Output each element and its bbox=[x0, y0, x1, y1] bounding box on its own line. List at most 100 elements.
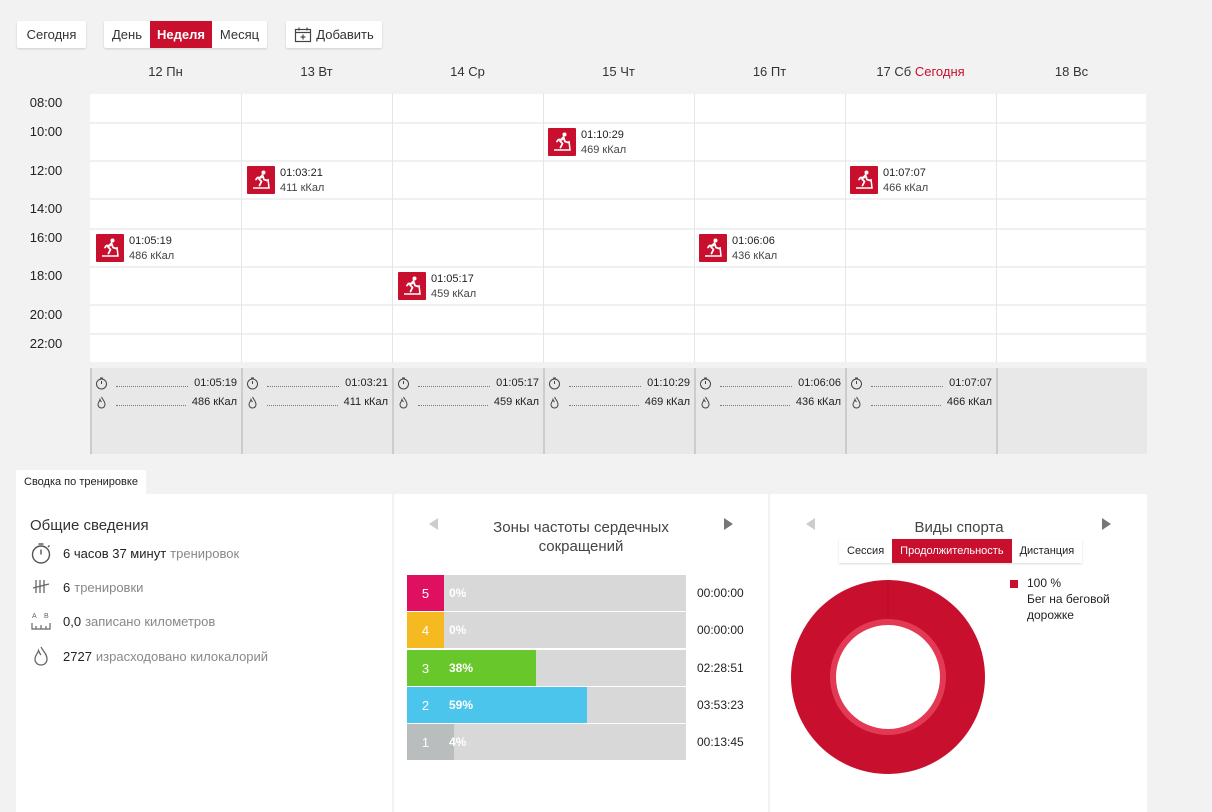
summary-kcal: 466 кКал bbox=[946, 396, 992, 408]
stopwatch-icon bbox=[397, 377, 410, 390]
event-duration: 01:10:29 bbox=[581, 129, 624, 141]
tab-workout-summary[interactable]: Сводка по тренировке bbox=[16, 470, 146, 494]
day-summary: 01:05:19 486 кКал bbox=[90, 368, 241, 454]
summary-divider bbox=[845, 368, 847, 454]
hr-zone-bar: 3 38% bbox=[407, 650, 686, 686]
hr-zones-title: Зоны частоты сердечных сокращений bbox=[493, 519, 669, 555]
flame-icon bbox=[30, 645, 52, 667]
hr-zone-fill bbox=[444, 724, 454, 760]
grid-row-line bbox=[90, 304, 1146, 306]
add-button-label: Добавить bbox=[316, 27, 374, 42]
hr-zone-bar: 1 4% bbox=[407, 724, 686, 760]
general-row: 6 тренировки bbox=[30, 576, 143, 598]
view-month-button[interactable]: Месяц bbox=[219, 27, 260, 42]
event-kcal: 436 кКал bbox=[732, 250, 778, 262]
summary-divider bbox=[392, 368, 394, 454]
treadmill-icon bbox=[699, 234, 727, 262]
hr-next-arrow-icon[interactable] bbox=[724, 518, 733, 530]
hr-zone-time: 03:53:23 bbox=[697, 698, 744, 712]
week-calendar-grid bbox=[90, 94, 1146, 362]
summary-kcal: 486 кКал bbox=[191, 396, 237, 408]
sports-legend: 100 % Бег на беговой дорожке bbox=[1010, 575, 1127, 623]
event-kcal: 411 кКал bbox=[280, 182, 325, 194]
hr-zone-fill bbox=[444, 650, 536, 686]
day-summary bbox=[996, 368, 1147, 454]
event-text: 01:10:29 469 кКал bbox=[581, 128, 626, 158]
dotted-leader bbox=[871, 398, 941, 406]
view-day-button[interactable]: День bbox=[112, 27, 142, 42]
hr-zone-number: 1 bbox=[407, 724, 444, 760]
view-week-button[interactable]: Неделя bbox=[150, 21, 212, 48]
workout-event[interactable]: 01:05:19 486 кКал bbox=[96, 234, 174, 264]
tab-duration[interactable]: Продолжительность bbox=[892, 539, 1012, 563]
stopwatch-icon bbox=[95, 377, 108, 390]
flame-icon bbox=[95, 396, 108, 409]
sports-donut-chart bbox=[791, 580, 985, 774]
day-header: 14 Ср bbox=[392, 64, 543, 82]
dotted-leader bbox=[871, 379, 944, 387]
grid-row-line bbox=[90, 122, 1146, 124]
sports-next-arrow-icon[interactable] bbox=[1102, 518, 1111, 530]
time-label: 10:00 bbox=[29, 124, 63, 139]
summary-kcal-row: 486 кКал bbox=[95, 394, 237, 410]
add-button[interactable]: Добавить bbox=[286, 21, 382, 48]
stopwatch-icon bbox=[699, 377, 712, 390]
flame-icon bbox=[397, 396, 410, 409]
dotted-leader bbox=[116, 398, 186, 406]
day-header: 16 Пт bbox=[694, 64, 845, 82]
summary-duration: 01:06:06 bbox=[798, 377, 841, 389]
general-panel bbox=[16, 494, 392, 812]
summary-divider bbox=[996, 368, 998, 454]
day-summary: 01:07:07 466 кКал bbox=[845, 368, 996, 454]
hr-zone-time: 00:13:45 bbox=[697, 735, 744, 749]
summary-kcal-row: 466 кКал bbox=[850, 394, 992, 410]
hr-zone-bar: 4 0% bbox=[407, 612, 686, 648]
workout-event[interactable]: 01:07:07 466 кКал bbox=[850, 166, 928, 196]
day-label: 12 Пн bbox=[148, 64, 183, 79]
dotted-leader bbox=[569, 398, 639, 406]
time-label: 08:00 bbox=[29, 95, 63, 110]
summary-kcal: 459 кКал bbox=[493, 396, 539, 408]
day-header: 12 Пн bbox=[90, 64, 241, 82]
day-label: 14 Ср bbox=[450, 64, 485, 79]
dotted-leader bbox=[267, 398, 338, 406]
event-text: 01:03:21 411 кКал bbox=[280, 166, 324, 196]
hr-zone-percent: 4% bbox=[449, 735, 467, 749]
event-text: 01:05:19 486 кКал bbox=[129, 234, 174, 264]
workout-event[interactable]: 01:10:29 469 кКал bbox=[548, 128, 626, 158]
workout-event[interactable]: 01:03:21 411 кКал bbox=[247, 166, 324, 196]
day-label: 18 Вс bbox=[1054, 64, 1089, 79]
treadmill-icon bbox=[96, 234, 124, 262]
today-button[interactable]: Сегодня bbox=[17, 21, 86, 48]
event-kcal: 469 кКал bbox=[581, 144, 627, 156]
dotted-leader bbox=[569, 379, 642, 387]
summary-duration: 01:05:17 bbox=[496, 377, 539, 389]
workout-event[interactable]: 01:05:17 459 кКал bbox=[398, 272, 476, 302]
summary-divider bbox=[694, 368, 696, 454]
day-label: 13 Вт bbox=[300, 64, 333, 79]
time-label: 18:00 bbox=[29, 268, 63, 283]
calendar-add-icon bbox=[294, 27, 312, 43]
event-text: 01:05:17 459 кКал bbox=[431, 272, 476, 302]
hr-zone-time: 02:28:51 bbox=[697, 661, 744, 675]
workout-event[interactable]: 01:06:06 436 кКал bbox=[699, 234, 777, 264]
day-header: 13 Вт bbox=[241, 64, 392, 82]
tab-distance[interactable]: Дистанция bbox=[1019, 545, 1075, 557]
summary-kcal: 411 кКал bbox=[343, 396, 388, 408]
event-duration: 01:06:06 bbox=[732, 235, 775, 247]
day-header: 18 Вс bbox=[996, 64, 1147, 82]
event-duration: 01:05:17 bbox=[431, 273, 474, 285]
time-label: 20:00 bbox=[29, 307, 63, 322]
sports-prev-arrow-icon[interactable] bbox=[806, 518, 815, 530]
summary-duration-row: 01:03:21 bbox=[246, 375, 388, 391]
day-label: 15 Чт bbox=[602, 64, 635, 79]
tab-session[interactable]: Сессия bbox=[847, 545, 885, 557]
event-kcal: 459 кКал bbox=[431, 288, 477, 300]
general-value: 6 bbox=[63, 579, 71, 595]
svg-text:B: B bbox=[44, 613, 49, 620]
hr-zone-number: 5 bbox=[407, 575, 444, 611]
donut-hole bbox=[836, 625, 940, 729]
summary-duration-row: 01:06:06 bbox=[699, 375, 841, 391]
hr-prev-arrow-icon[interactable] bbox=[429, 518, 438, 530]
event-duration: 01:07:07 bbox=[883, 167, 926, 179]
